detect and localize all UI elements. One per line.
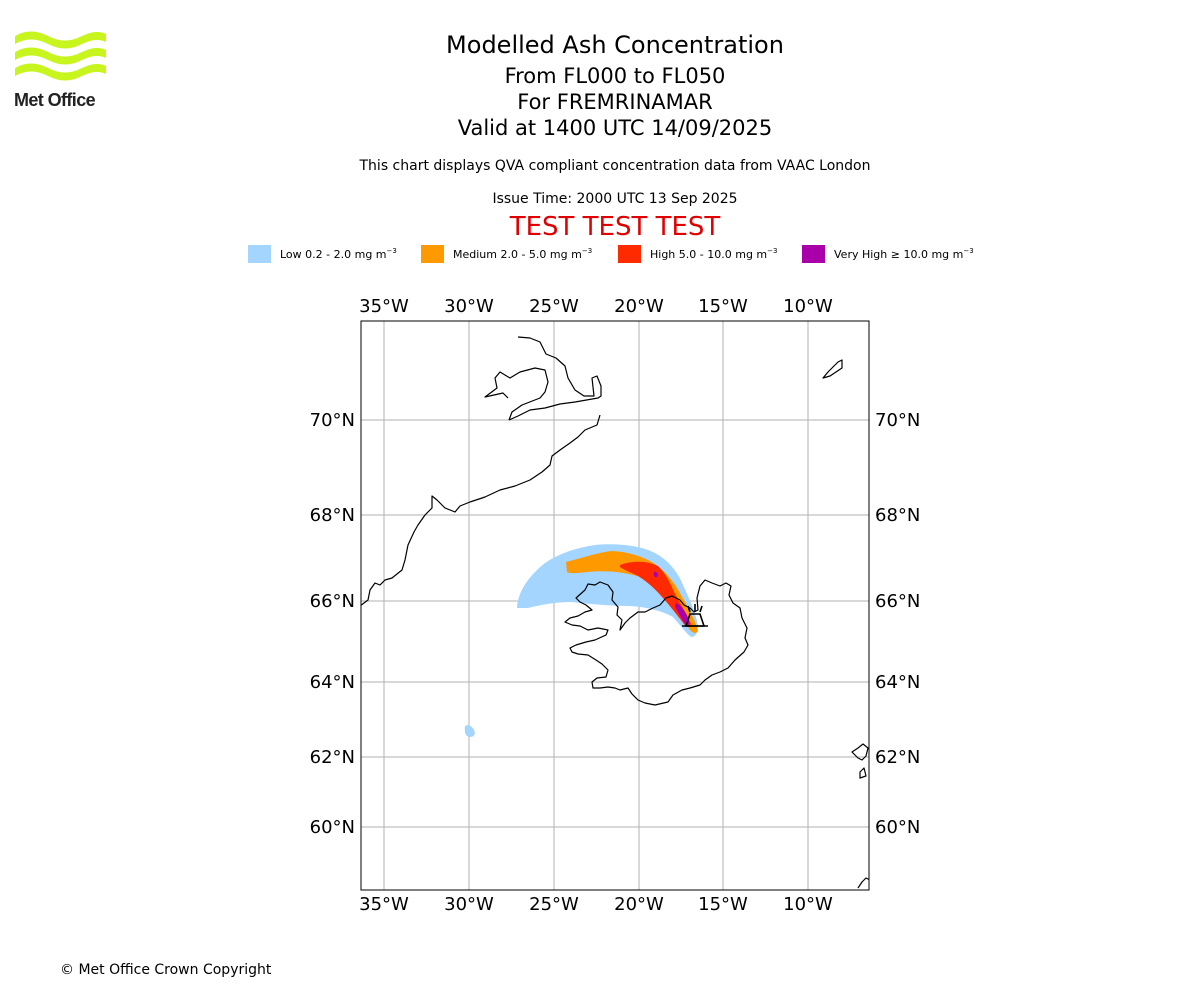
legend-swatch-very-high [802, 245, 825, 263]
shetland-coast [857, 877, 869, 889]
map-frame [360, 320, 870, 891]
met-office-waves-icon [15, 31, 106, 81]
ash-low-island [464, 725, 475, 737]
lat-labels-left: 70°N 68°N 66°N 64°N 62°N 60°N [310, 410, 355, 838]
concentration-legend: Low 0.2 - 2.0 mg m−3 Medium 2.0 - 5.0 mg… [0, 245, 1200, 263]
lon-labels-top: 35°W 30°W 25°W 20°W 15°W 10°W [359, 296, 833, 317]
legend-swatch-medium [421, 245, 444, 263]
legend-item-very-high: Very High ≥ 10.0 mg m−3 [802, 245, 974, 263]
lon-label: 35°W [359, 894, 409, 915]
lon-label: 15°W [698, 894, 748, 915]
greenland-coast [361, 336, 602, 606]
lon-label: 10°W [783, 894, 833, 915]
lat-label: 70°N [310, 410, 355, 431]
ash-very-high-area [675, 603, 690, 626]
lon-label: 30°W [444, 894, 494, 915]
lon-label: 30°W [444, 296, 494, 317]
legend-swatch-high [618, 245, 641, 263]
lat-label: 64°N [310, 672, 355, 693]
map-gridlines [361, 321, 869, 890]
volcano-icon [682, 604, 708, 627]
jan-mayen-coast [822, 359, 843, 379]
map-content [361, 321, 869, 890]
lat-label: 68°N [310, 505, 355, 526]
lon-label: 25°W [529, 894, 579, 915]
volcano-name: For FREMRINAMAR [517, 90, 713, 114]
lat-label: 70°N [875, 410, 920, 431]
lon-label: 25°W [529, 296, 579, 317]
lat-label: 60°N [875, 817, 920, 838]
lon-label: 20°W [614, 894, 664, 915]
lat-label: 68°N [875, 505, 920, 526]
lat-label: 66°N [310, 591, 355, 612]
lon-label: 20°W [614, 296, 664, 317]
legend-item-low: Low 0.2 - 2.0 mg m−3 [248, 245, 397, 263]
chart-description: This chart displays QVA compliant concen… [359, 158, 871, 174]
lat-label: 64°N [875, 672, 920, 693]
lat-label: 62°N [875, 747, 920, 768]
legend-label-very-high: Very High ≥ 10.0 mg m−3 [834, 247, 974, 261]
copyright-notice: © Met Office Crown Copyright [60, 962, 272, 978]
lon-label: 35°W [359, 296, 409, 317]
flight-level-range: From FL000 to FL050 [504, 64, 726, 88]
lon-label: 10°W [783, 296, 833, 317]
legend-item-high: High 5.0 - 10.0 mg m−3 [618, 245, 777, 263]
met-office-logo: Met Office [14, 30, 108, 112]
lat-label: 60°N [310, 817, 355, 838]
logo-text: Met Office [14, 90, 96, 110]
legend-swatch-low [248, 245, 271, 263]
lat-labels-right: 70°N 68°N 66°N 64°N 62°N 60°N [875, 410, 920, 838]
iceland-coast [564, 579, 749, 706]
legend-label-high: High 5.0 - 10.0 mg m−3 [650, 247, 778, 261]
valid-time: Valid at 1400 UTC 14/09/2025 [457, 116, 773, 140]
issue-time: Issue Time: 2000 UTC 13 Sep 2025 [492, 191, 738, 207]
lon-labels-bottom: 35°W 30°W 25°W 20°W 15°W 10°W [359, 894, 833, 915]
legend-label-low: Low 0.2 - 2.0 mg m−3 [280, 247, 397, 261]
faroe-coast [851, 743, 869, 779]
test-banner: TEST TEST TEST [509, 212, 721, 242]
legend-label-medium: Medium 2.0 - 5.0 mg m−3 [453, 247, 593, 261]
lat-label: 66°N [875, 591, 920, 612]
coastlines [361, 336, 869, 889]
chart-title: Modelled Ash Concentration [446, 31, 784, 59]
ash-very-high-spot [653, 571, 658, 578]
lon-label: 15°W [698, 296, 748, 317]
lat-label: 62°N [310, 747, 355, 768]
legend-item-medium: Medium 2.0 - 5.0 mg m−3 [421, 245, 592, 263]
